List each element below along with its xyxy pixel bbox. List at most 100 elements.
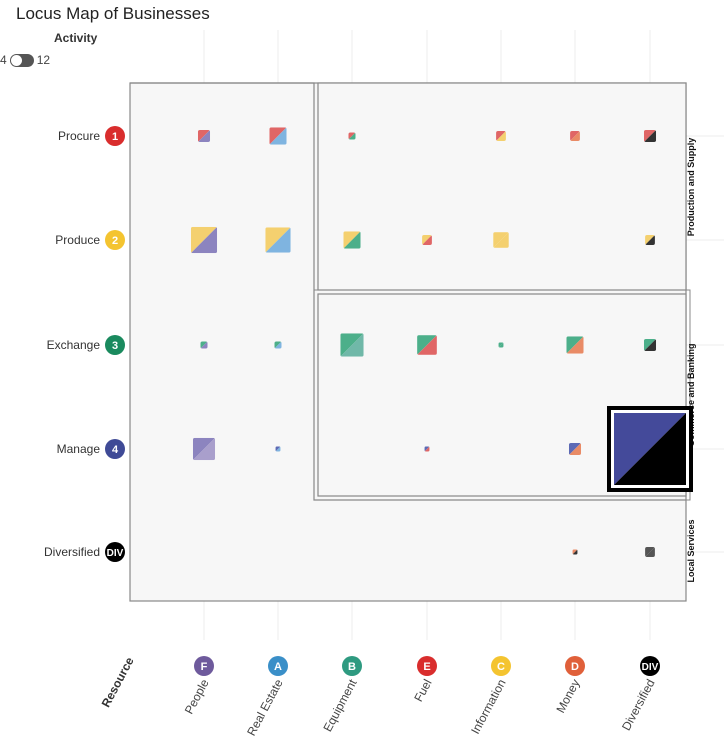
group-label: Commerce and Banking [686,343,696,446]
cell-manage-money[interactable] [568,442,582,456]
cell-triangle-secondary [197,129,211,143]
col-badge-information [491,656,511,676]
cell-triangle-secondary [190,226,218,254]
cell-exchange-real-estate[interactable] [274,341,282,349]
row-label-procure: Procure [58,129,100,143]
col-badge-equipment [342,656,362,676]
col-label-people: People [182,677,212,717]
column-labels: F People A Real Estate B Equipment E Fuel C Infor… [182,656,660,738]
cell-triangle-secondary [269,127,287,145]
row-badge-manage [105,439,125,459]
cell-manage-people[interactable] [192,437,216,461]
col-badge-text-people: F [201,661,208,673]
cell-produce-people[interactable] [190,226,218,254]
cell-triangle-secondary [274,341,282,349]
cell-produce-fuel[interactable] [422,235,432,245]
cell-manage-diversified[interactable] [607,406,693,492]
cell-exchange-diversified[interactable] [643,338,657,352]
cell-diversified-money[interactable] [572,549,578,555]
cell-procure-money[interactable] [570,131,580,141]
cell-triangle-secondary [566,336,584,354]
cell-marks [190,127,693,557]
col-badge-text-real-estate: A [274,661,282,673]
cell-triangle-secondary [498,342,504,348]
toggle-knob [10,54,22,66]
activity-toggle-group: 4 12 [0,52,50,68]
cell-manage-real-estate[interactable] [275,446,281,452]
cell-procure-people[interactable] [197,129,211,143]
cell-triangle-secondary [340,333,364,357]
cell-triangle-secondary [614,413,686,485]
cell-triangle-secondary [493,232,509,248]
col-badge-people [194,656,214,676]
cell-triangle-secondary [422,235,432,245]
col-badge-text-information: C [497,661,505,673]
x-axis-label: Resource [99,655,137,710]
cell-triangle-secondary [265,227,291,253]
activity-min-label: 4 [0,53,7,67]
col-label-fuel: Fuel [411,677,434,704]
cell-procure-diversified[interactable] [643,129,657,143]
col-badge-text-equipment: B [348,661,356,673]
col-badge-text-fuel: E [423,661,430,673]
cell-triangle-secondary [192,437,216,461]
col-badge-money [565,656,585,676]
row-badge-text-produce: 2 [112,235,118,247]
group-panel-commerce-outer [313,289,691,501]
cell-manage-fuel[interactable] [424,446,430,452]
col-badge-text-money: D [571,661,579,673]
col-badge-fuel [417,656,437,676]
cell-exchange-fuel[interactable] [417,335,437,355]
row-badge-text-manage: 4 [112,444,119,456]
row-badge-diversified [105,542,125,562]
highlight-outer-border [607,406,693,492]
col-label-equipment: Equipment [320,676,360,734]
row-label-diversified: Diversified [44,545,100,559]
cell-procure-real-estate[interactable] [269,127,287,145]
cell-exchange-information[interactable] [498,342,504,348]
col-badge-text-diversified: DIV [642,662,659,673]
cell-procure-information[interactable] [496,131,506,141]
col-badge-diversified [640,656,660,676]
cell-triangle-secondary [645,547,655,557]
cell-produce-real-estate[interactable] [265,227,291,253]
row-badge-text-exchange: 3 [112,340,118,352]
activity-label: Activity [54,31,98,45]
col-label-money: Money [553,677,582,715]
row-badge-procure [105,126,125,146]
cell-procure-equipment[interactable] [348,132,356,140]
cell-triangle-secondary [645,235,655,245]
group-label: Local Services [686,519,696,582]
cell-exchange-equipment[interactable] [340,333,364,357]
row-badge-exchange [105,335,125,355]
cell-triangle-secondary [643,129,657,143]
col-label-diversified: Diversified [619,677,658,733]
cell-produce-equipment[interactable] [343,231,361,249]
cell-triangle-secondary [643,338,657,352]
row-label-manage: Manage [57,442,101,456]
cell-exchange-people[interactable] [200,341,208,349]
activity-toggle[interactable] [9,53,34,67]
row-labels: Procure 1 Produce 2 Exchange 3 Manage 4 Diversif… [44,126,125,562]
group-label: Production and Supply [686,138,696,237]
col-badge-real-estate [268,656,288,676]
page-title: Locus Map of Businesses [16,4,210,23]
col-label-information: Information [468,677,509,737]
cell-produce-information[interactable] [493,232,509,248]
cell-diversified-diversified[interactable] [645,547,655,557]
row-badge-produce [105,230,125,250]
cell-triangle-secondary [568,442,582,456]
cell-triangle-secondary [496,131,506,141]
cell-triangle-secondary [200,341,208,349]
row-label-produce: Produce [55,233,100,247]
cell-exchange-money[interactable] [566,336,584,354]
cell-triangle-secondary [348,132,356,140]
cell-triangle-secondary [570,131,580,141]
col-label-real-estate: Real Estate [244,677,286,739]
row-badge-text-procure: 1 [112,131,118,143]
cell-triangle-secondary [424,446,430,452]
highlight-inner-border [611,410,689,488]
cell-produce-diversified[interactable] [645,235,655,245]
cell-triangle-secondary [275,446,281,452]
cell-triangle-secondary [343,231,361,249]
